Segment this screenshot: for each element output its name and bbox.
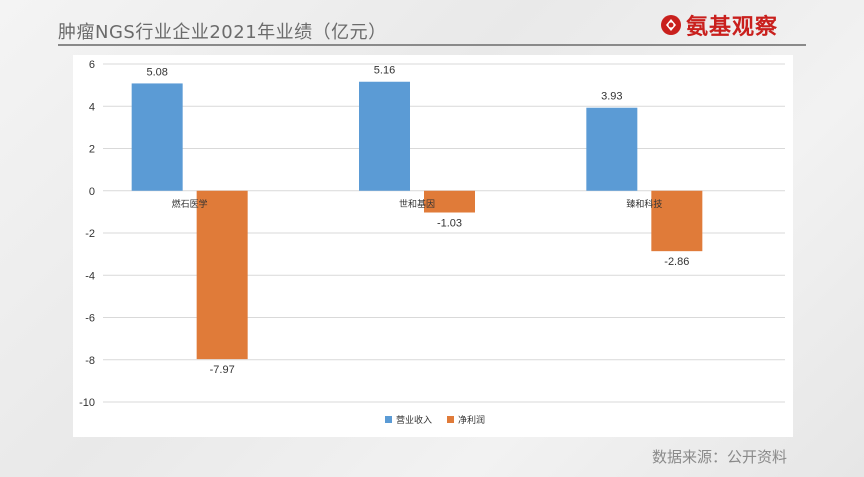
category-label: 世和基因 <box>399 198 435 210</box>
data-labels: 5.08 -7.97 5.16 -1.03 3.93 -2.86 <box>146 65 689 376</box>
header-divider <box>58 44 806 46</box>
y-axis-ticks: 6 4 2 0 -2 -4 -6 -8 -10 <box>79 59 95 409</box>
y-tick-label: 6 <box>89 59 95 71</box>
bar-revenue <box>131 83 183 191</box>
brand-logo: 氨基观察 <box>660 10 778 40</box>
bar-revenue <box>359 81 410 191</box>
bar-profit <box>196 190 248 360</box>
y-tick-label: 0 <box>89 186 95 198</box>
legend-swatch <box>385 416 392 423</box>
logo-text: 氨基观察 <box>686 15 779 40</box>
chart-panel: 6 4 2 0 -2 -4 -6 -8 -10 5.08 -7.97 5.16 -1.03 3.93 -2… <box>73 55 793 437</box>
bar-profit <box>424 190 475 213</box>
data-label: -2.86 <box>664 256 689 268</box>
logo-icon <box>661 15 681 35</box>
legend-swatch <box>447 416 454 423</box>
y-tick-label: 2 <box>89 144 95 156</box>
page-title: 肿瘤NGS行业企业2021年业绩（亿元） <box>58 22 387 43</box>
category-label: 燃石医学 <box>172 198 208 210</box>
data-label: 3.93 <box>601 91 622 103</box>
y-tick-label: -6 <box>85 313 95 325</box>
legend-label: 净利润 <box>458 414 485 426</box>
y-tick-label: -4 <box>85 270 95 282</box>
bar-revenue <box>586 107 638 191</box>
y-tick-label: 4 <box>89 101 95 113</box>
legend-label: 营业收入 <box>396 414 432 426</box>
legend: 营业收入 净利润 <box>385 414 485 426</box>
y-tick-label: -10 <box>79 397 95 409</box>
y-tick-label: -8 <box>85 355 95 367</box>
bar-profit <box>651 190 703 252</box>
category-label: 臻和科技 <box>626 198 662 210</box>
data-label: -1.03 <box>437 218 462 230</box>
source-note: 数据来源：公开资料 <box>652 448 788 466</box>
bar-chart: 6 4 2 0 -2 -4 -6 -8 -10 5.08 -7.97 5.16 -1.03 3.93 -2… <box>79 59 785 426</box>
data-label: -7.97 <box>210 364 235 376</box>
category-labels: 燃石医学 世和基因 臻和科技 <box>172 198 663 210</box>
data-label: 5.16 <box>374 65 395 77</box>
bars <box>131 81 703 360</box>
y-tick-label: -2 <box>85 228 95 240</box>
data-label: 5.08 <box>146 66 167 78</box>
